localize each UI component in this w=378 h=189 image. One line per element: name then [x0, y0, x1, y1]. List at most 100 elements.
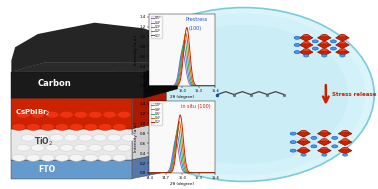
Circle shape	[45, 144, 59, 151]
Line: 0.8°: 0.8°	[149, 134, 215, 173]
0.8°	[189, 172, 194, 174]
Polygon shape	[318, 42, 331, 48]
Polygon shape	[318, 34, 331, 41]
0.3°	[182, 38, 187, 41]
Circle shape	[332, 136, 338, 139]
Polygon shape	[116, 106, 144, 177]
Circle shape	[330, 47, 336, 50]
Polygon shape	[11, 91, 166, 98]
Circle shape	[74, 144, 88, 151]
0.3°	[189, 80, 194, 82]
Line: 0.2°: 0.2°	[149, 115, 215, 173]
Polygon shape	[338, 49, 347, 51]
0.2°	[147, 85, 152, 87]
Line: 0.3°: 0.3°	[149, 40, 215, 86]
0.5°	[213, 85, 218, 87]
Text: CsPbIBr$_2$: CsPbIBr$_2$	[15, 108, 51, 119]
0.4°	[147, 172, 152, 174]
0.2°	[178, 114, 183, 116]
0.1°	[184, 26, 189, 29]
0.2°	[189, 74, 194, 76]
0.5°	[169, 85, 173, 87]
Line: 0.5°: 0.5°	[149, 51, 215, 86]
Circle shape	[294, 51, 300, 54]
Polygon shape	[318, 49, 331, 56]
0.8°	[155, 172, 160, 174]
1.0°	[174, 140, 178, 142]
Polygon shape	[336, 34, 349, 41]
Circle shape	[26, 124, 40, 130]
0.4°	[195, 85, 200, 87]
Polygon shape	[299, 147, 308, 150]
0.6°	[173, 139, 178, 142]
0.2°	[195, 85, 200, 87]
0.6°	[189, 172, 194, 174]
Text: (100): (100)	[189, 26, 202, 31]
Circle shape	[50, 134, 64, 141]
Circle shape	[107, 134, 121, 141]
Polygon shape	[297, 130, 310, 137]
Circle shape	[322, 153, 327, 156]
Circle shape	[103, 111, 116, 118]
Circle shape	[31, 111, 45, 118]
Polygon shape	[299, 42, 313, 48]
Polygon shape	[318, 147, 331, 154]
Polygon shape	[318, 130, 331, 137]
Circle shape	[41, 124, 54, 130]
Polygon shape	[319, 147, 329, 150]
Circle shape	[88, 111, 102, 118]
0.5°	[195, 85, 200, 87]
0.2°	[173, 154, 178, 156]
Circle shape	[79, 134, 92, 141]
Polygon shape	[11, 160, 132, 179]
0.4°	[189, 172, 194, 174]
Circle shape	[98, 124, 112, 130]
Circle shape	[294, 36, 300, 39]
0.1°	[189, 64, 194, 66]
0.4°	[173, 84, 178, 86]
0.4°	[195, 85, 200, 87]
1.0°	[155, 172, 160, 174]
Polygon shape	[132, 91, 166, 129]
1.0°	[173, 140, 178, 142]
0.1°	[195, 85, 200, 87]
Polygon shape	[11, 122, 166, 129]
Circle shape	[122, 134, 135, 141]
0.3°	[147, 85, 152, 87]
0.6°	[147, 172, 152, 174]
0.5°	[155, 85, 160, 87]
Y-axis label: Intensity (a.u.): Intensity (a.u.)	[134, 35, 138, 65]
0.2°	[155, 85, 160, 87]
Polygon shape	[340, 130, 350, 133]
0.6°	[195, 172, 200, 174]
Polygon shape	[338, 42, 347, 44]
Line: 0.4°: 0.4°	[149, 122, 215, 173]
0.2°	[169, 171, 173, 174]
Polygon shape	[301, 49, 311, 51]
Circle shape	[17, 111, 30, 118]
0.6°	[195, 172, 200, 174]
0.8°	[169, 166, 173, 169]
Line: 1.0°: 1.0°	[149, 141, 215, 173]
1.0°	[147, 172, 152, 174]
1.0°	[189, 172, 194, 174]
Polygon shape	[297, 139, 310, 146]
0.6°	[176, 127, 180, 129]
0.4°	[195, 172, 200, 174]
Line: 0.1°: 0.1°	[149, 28, 215, 86]
Polygon shape	[338, 34, 347, 37]
Circle shape	[312, 40, 318, 43]
0.8°	[173, 137, 178, 139]
Polygon shape	[11, 23, 181, 72]
0.8°	[175, 133, 179, 136]
Polygon shape	[301, 34, 311, 37]
0.2°	[169, 85, 173, 87]
Polygon shape	[299, 139, 308, 141]
Polygon shape	[299, 49, 313, 56]
Ellipse shape	[122, 14, 365, 175]
0.6°	[169, 169, 173, 171]
1.0°	[195, 172, 200, 174]
0.4°	[195, 172, 200, 174]
Line: 0.4°: 0.4°	[149, 45, 215, 86]
Text: Stress release: Stress release	[332, 92, 376, 98]
